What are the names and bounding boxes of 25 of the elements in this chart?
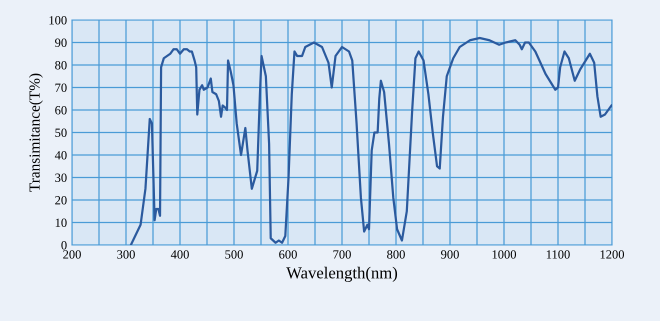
y-tick-label: 30 [55,174,67,182]
x-tick-label: 300 [117,250,135,259]
x-tick-label: 800 [387,250,405,259]
x-tick-label: 1200 [600,250,624,259]
y-tick-label: 50 [55,128,67,137]
y-tick-label: 10 [56,218,67,227]
y-axis-title: Transimitance(T%) [28,74,43,192]
x-tick-label: 500 [225,250,243,259]
x-tick-label: 900 [441,250,459,259]
y-tick-label: 70 [55,84,67,92]
x-tick-label: 1000 [492,250,516,259]
x-tick-label: 700 [333,250,351,259]
y-tick-label: 90 [55,38,67,47]
x-tick-label: 1100 [546,250,570,259]
y-tick-label: 100 [49,16,67,24]
x-axis-title: Wavelength(nm) [286,266,398,282]
y-tick-label: 20 [55,196,67,204]
y-tick-label: 0 [61,241,67,250]
y-tick-label: 80 [55,61,67,70]
x-tick-label: 200 [63,250,81,259]
x-tick-label: 600 [279,250,297,259]
line-series [130,36,612,245]
y-tick-label: 60 [55,106,67,114]
x-tick-label: 400 [170,250,189,259]
y-tick-label: 40 [54,151,67,160]
